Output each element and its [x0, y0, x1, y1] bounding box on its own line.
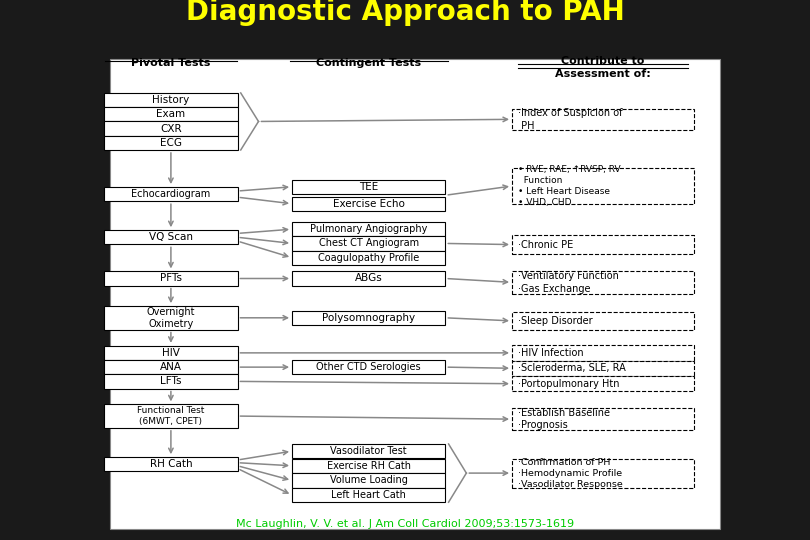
FancyBboxPatch shape [292, 360, 446, 374]
Text: ·Index of Suspicion of
 PH: ·Index of Suspicion of PH [518, 108, 622, 131]
FancyBboxPatch shape [292, 473, 446, 488]
FancyBboxPatch shape [104, 136, 237, 150]
Text: PFTs: PFTs [160, 273, 182, 284]
Text: Pulmonary Angiography: Pulmonary Angiography [310, 224, 428, 234]
FancyBboxPatch shape [512, 109, 693, 130]
Text: Mc Laughlin, V. V. et al. J Am Coll Cardiol 2009;53:1573-1619: Mc Laughlin, V. V. et al. J Am Coll Card… [236, 519, 574, 529]
Text: ·Sleep Disorder: ·Sleep Disorder [518, 316, 592, 326]
FancyBboxPatch shape [292, 444, 446, 458]
Text: ABGs: ABGs [355, 273, 382, 284]
FancyBboxPatch shape [104, 230, 237, 245]
FancyBboxPatch shape [292, 222, 446, 237]
FancyBboxPatch shape [292, 180, 446, 194]
FancyBboxPatch shape [512, 312, 693, 330]
FancyBboxPatch shape [512, 458, 693, 488]
Text: LFTs: LFTs [160, 376, 181, 387]
FancyBboxPatch shape [292, 310, 446, 325]
FancyBboxPatch shape [512, 408, 693, 430]
FancyBboxPatch shape [512, 271, 693, 294]
Text: ECG: ECG [160, 138, 182, 148]
FancyBboxPatch shape [512, 235, 693, 254]
Text: ANA: ANA [160, 362, 182, 372]
FancyBboxPatch shape [292, 197, 446, 211]
Text: Exercise Echo: Exercise Echo [333, 199, 405, 209]
Text: Volume Loading: Volume Loading [330, 475, 407, 485]
Text: ·Ventilatory Function
·Gas Exchange: ·Ventilatory Function ·Gas Exchange [518, 271, 619, 294]
Text: Contribute to
Assessment of:: Contribute to Assessment of: [555, 56, 650, 79]
Text: CXR: CXR [160, 124, 181, 133]
Text: Left Heart Cath: Left Heart Cath [331, 490, 406, 500]
FancyBboxPatch shape [104, 107, 237, 122]
Text: HIV: HIV [162, 348, 180, 358]
Text: Echocardiogram: Echocardiogram [131, 189, 211, 199]
FancyBboxPatch shape [104, 93, 237, 107]
FancyBboxPatch shape [104, 122, 237, 136]
FancyBboxPatch shape [104, 360, 237, 374]
FancyBboxPatch shape [104, 374, 237, 388]
FancyBboxPatch shape [292, 458, 446, 473]
FancyBboxPatch shape [104, 306, 237, 329]
Text: ·Confirmation of PH
·Hemodynamic Profile
·Vasodilator Response: ·Confirmation of PH ·Hemodynamic Profile… [518, 457, 622, 489]
FancyBboxPatch shape [292, 251, 446, 265]
Text: Exam: Exam [156, 109, 185, 119]
Text: ·Portopulmonary Htn: ·Portopulmonary Htn [518, 379, 619, 389]
Text: Diagnostic Approach to PAH: Diagnostic Approach to PAH [185, 0, 625, 26]
Text: Overnight
Oximetry: Overnight Oximetry [147, 307, 195, 329]
Text: VQ Scan: VQ Scan [149, 232, 193, 242]
Text: ·Establish Baseline
·Prognosis: ·Establish Baseline ·Prognosis [518, 408, 610, 430]
FancyBboxPatch shape [104, 272, 237, 286]
Text: Polysomnography: Polysomnography [322, 313, 416, 323]
FancyBboxPatch shape [104, 404, 237, 428]
Text: Pivotal Tests: Pivotal Tests [131, 58, 211, 68]
Text: ·HIV Infection: ·HIV Infection [518, 348, 583, 358]
FancyBboxPatch shape [292, 237, 446, 251]
FancyBboxPatch shape [104, 457, 237, 471]
FancyBboxPatch shape [512, 361, 693, 376]
FancyBboxPatch shape [104, 187, 237, 201]
Text: Functional Test
(6MWT, CPET): Functional Test (6MWT, CPET) [137, 406, 205, 426]
FancyBboxPatch shape [292, 272, 446, 286]
Text: Chest CT Angiogram: Chest CT Angiogram [318, 239, 419, 248]
Text: History: History [152, 95, 190, 105]
FancyBboxPatch shape [110, 59, 720, 529]
FancyBboxPatch shape [292, 488, 446, 502]
Text: Vasodilator Test: Vasodilator Test [330, 446, 407, 456]
Text: Coagulopathy Profile: Coagulopathy Profile [318, 253, 420, 262]
FancyBboxPatch shape [512, 376, 693, 392]
Text: RH Cath: RH Cath [150, 459, 192, 469]
Text: Exercise RH Cath: Exercise RH Cath [326, 461, 411, 471]
FancyBboxPatch shape [512, 345, 693, 361]
FancyBboxPatch shape [104, 346, 237, 360]
Text: • RVE, RAE, ↑RVSP, RV
  Function
• Left Heart Disease
• VHD, CHD: • RVE, RAE, ↑RVSP, RV Function • Left He… [518, 165, 620, 207]
Text: ·Chronic PE: ·Chronic PE [518, 240, 573, 249]
Text: ·Scleroderma, SLE, RA: ·Scleroderma, SLE, RA [518, 363, 625, 373]
FancyBboxPatch shape [512, 168, 693, 204]
Text: TEE: TEE [359, 182, 378, 192]
Text: Contingent Tests: Contingent Tests [316, 58, 421, 68]
Text: Other CTD Serologies: Other CTD Serologies [317, 362, 421, 372]
